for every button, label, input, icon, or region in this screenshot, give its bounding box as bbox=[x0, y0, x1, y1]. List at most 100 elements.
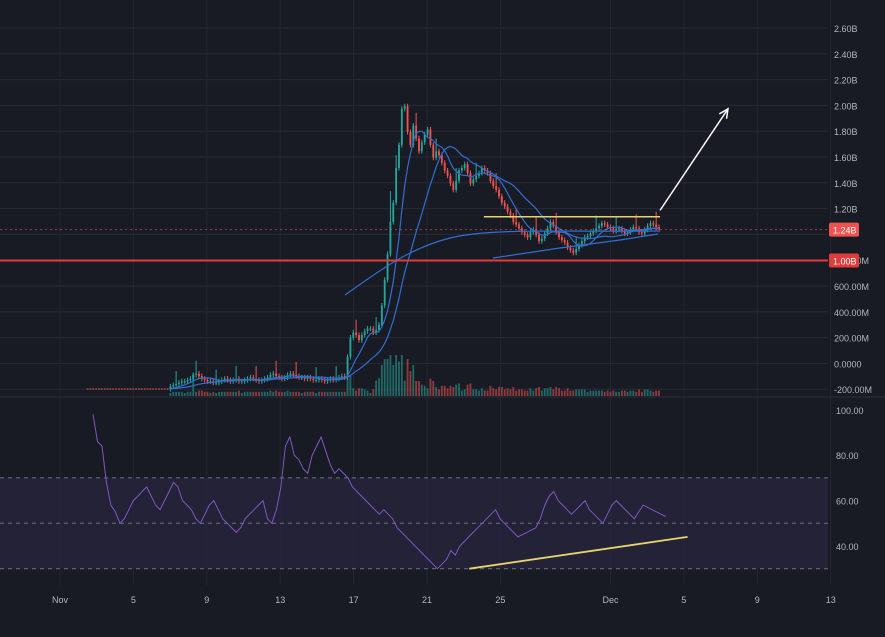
time-tick-label: 17 bbox=[349, 595, 359, 605]
candle-body bbox=[292, 373, 295, 375]
candle-body bbox=[492, 180, 495, 186]
candle-body bbox=[372, 328, 375, 333]
candle-body bbox=[249, 377, 252, 379]
candle-body bbox=[360, 335, 363, 341]
volume-bar bbox=[475, 389, 478, 396]
volume-bar bbox=[275, 390, 278, 396]
volume-bar bbox=[440, 385, 443, 396]
candle-body bbox=[635, 227, 638, 229]
volume-bar bbox=[252, 391, 255, 396]
volume-bar bbox=[606, 390, 609, 396]
volume-bar bbox=[332, 391, 335, 396]
volume-bar bbox=[518, 389, 520, 396]
volume-bar bbox=[352, 388, 355, 396]
volume-bar bbox=[338, 391, 340, 396]
candle-body bbox=[652, 223, 655, 225]
candle-body bbox=[252, 377, 255, 379]
time-tick-label: 21 bbox=[422, 595, 432, 605]
volume-bar bbox=[195, 391, 198, 396]
candle-body bbox=[506, 206, 509, 212]
rsi-line bbox=[92, 414, 666, 570]
volume-bar bbox=[452, 387, 455, 396]
price-tick-label: 200.00M bbox=[834, 334, 869, 344]
volume-bar bbox=[458, 383, 460, 396]
price-tick-label: 2.20B bbox=[834, 76, 858, 86]
time-tick-label: 5 bbox=[681, 595, 686, 605]
volume-bar bbox=[235, 391, 238, 396]
candle-body bbox=[646, 225, 649, 230]
time-tick-label: 25 bbox=[495, 595, 505, 605]
candle-body bbox=[178, 382, 180, 384]
volume-bar bbox=[480, 388, 483, 396]
volume-bar bbox=[615, 391, 618, 396]
candle-body bbox=[415, 125, 418, 139]
candle-body bbox=[612, 228, 615, 231]
candle-body bbox=[458, 170, 460, 181]
candle-body bbox=[455, 180, 458, 190]
time-axis: Nov 5 9 13 17 21 25 Dec 5 9 13 bbox=[52, 595, 836, 605]
volume-bar bbox=[466, 384, 469, 396]
candle-body bbox=[312, 378, 315, 381]
candle-body bbox=[280, 377, 283, 379]
volume-bar bbox=[209, 393, 212, 396]
candle-body bbox=[420, 142, 423, 152]
candle-body bbox=[575, 248, 578, 253]
candle-body bbox=[412, 125, 415, 145]
volume-bar bbox=[546, 388, 549, 396]
candle-body bbox=[526, 234, 529, 238]
volume-bar bbox=[643, 389, 646, 396]
candle-body bbox=[392, 202, 395, 222]
candle-body bbox=[475, 175, 478, 180]
candle-body bbox=[480, 167, 483, 174]
candle-body bbox=[552, 221, 555, 226]
volume-bar bbox=[583, 389, 586, 396]
candle-body bbox=[352, 332, 355, 338]
candle-body bbox=[446, 170, 449, 176]
time-tick-label: Dec bbox=[602, 595, 619, 605]
volume-bar bbox=[303, 391, 306, 396]
volume-bar bbox=[560, 390, 563, 396]
volume-bar bbox=[329, 391, 332, 396]
time-tick-label: 5 bbox=[131, 595, 136, 605]
candle-body bbox=[375, 329, 378, 333]
volume-bar bbox=[429, 378, 432, 396]
candle-body bbox=[398, 144, 400, 168]
volume-bar bbox=[349, 375, 352, 396]
candle-body bbox=[200, 376, 203, 379]
candle-body bbox=[655, 224, 658, 228]
volume-bar bbox=[566, 388, 569, 396]
volume-bar bbox=[603, 391, 606, 396]
annotations bbox=[0, 107, 828, 262]
volume-bar bbox=[549, 387, 552, 396]
candle-body bbox=[520, 228, 523, 233]
volume-bar bbox=[415, 381, 418, 396]
volume-bar bbox=[206, 391, 209, 396]
volume-bar bbox=[169, 393, 172, 396]
candle-body bbox=[429, 129, 432, 145]
volume-bar bbox=[318, 391, 320, 396]
volume-bar bbox=[380, 365, 383, 396]
volume-bar bbox=[392, 365, 395, 396]
volume-bar bbox=[289, 391, 292, 396]
candle-body bbox=[569, 247, 572, 251]
rsi-tick-label: 80.00 bbox=[836, 451, 859, 461]
candle-body bbox=[615, 229, 618, 231]
rsi-tick-label: 60.00 bbox=[836, 497, 859, 507]
volume-bar bbox=[175, 391, 178, 396]
moving-average-line bbox=[170, 145, 660, 390]
candle-body bbox=[469, 173, 472, 184]
candle-body bbox=[449, 175, 452, 184]
candle-body bbox=[438, 151, 440, 156]
volume-bar bbox=[263, 391, 266, 396]
volume-bar bbox=[649, 390, 652, 396]
projection-arrow bbox=[659, 108, 729, 211]
candle-body bbox=[495, 185, 498, 190]
candle-body bbox=[452, 183, 455, 190]
volume-bar bbox=[620, 390, 623, 396]
volume-bar bbox=[218, 391, 220, 396]
volume-bar bbox=[400, 355, 403, 396]
candle-body bbox=[598, 225, 600, 229]
candle-body bbox=[369, 328, 372, 330]
volume-bar bbox=[618, 391, 620, 396]
volume-bar bbox=[595, 390, 598, 396]
